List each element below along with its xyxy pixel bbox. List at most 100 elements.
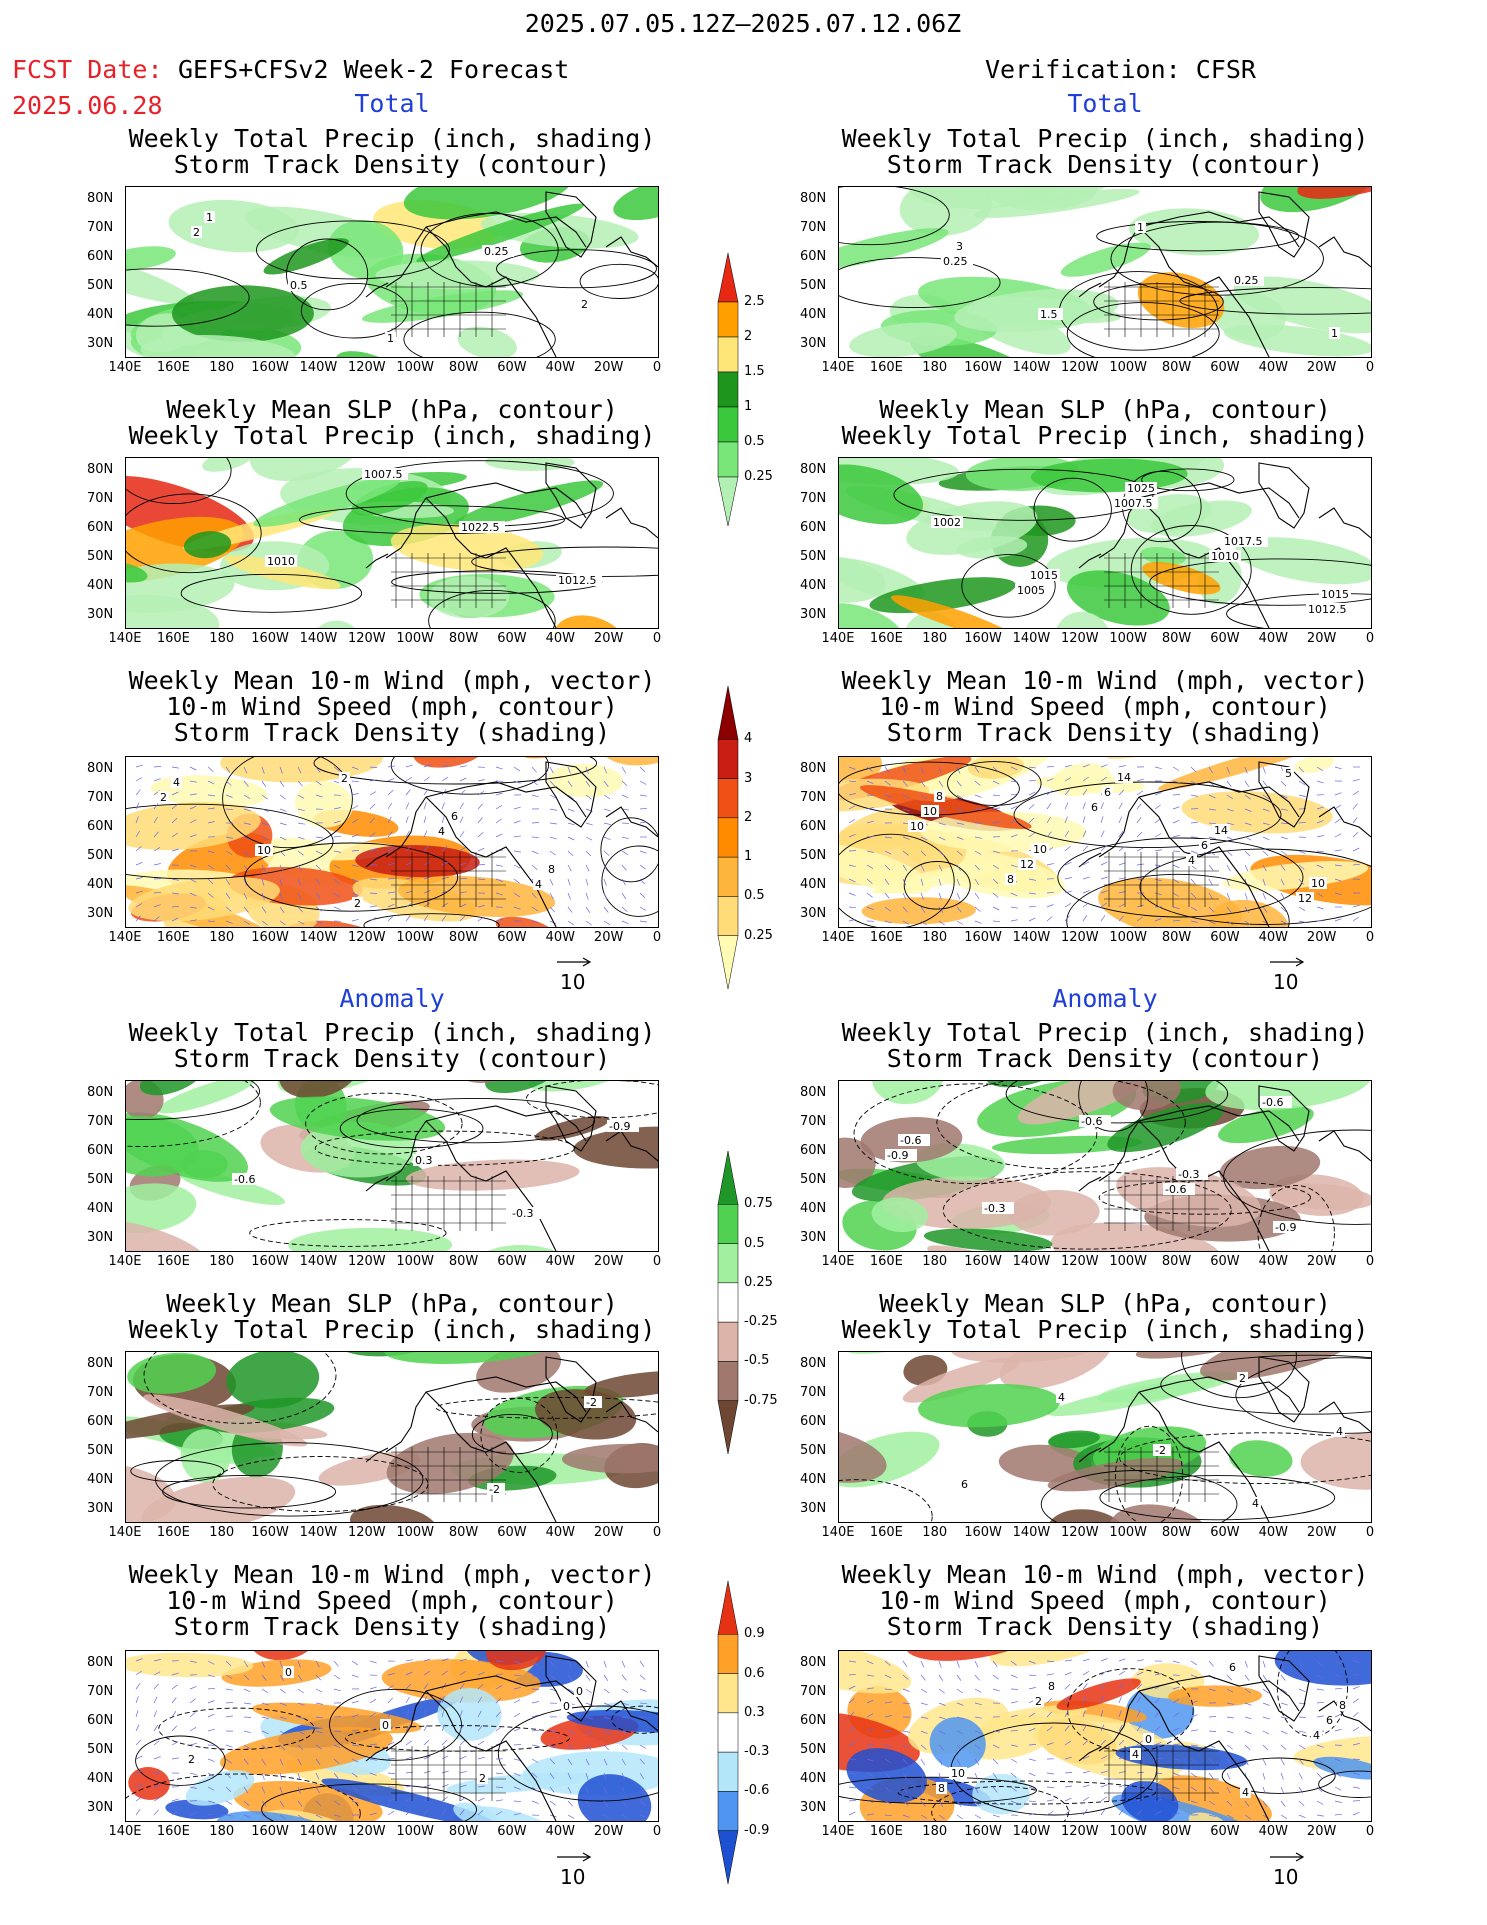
wind-vector [902, 1688, 910, 1692]
colorbar-swatch [717, 1361, 739, 1401]
lon-tick-label: 0 [652, 1254, 662, 1269]
shading-region [1107, 1102, 1224, 1153]
wind-vector [974, 808, 983, 810]
lon-tick-label: 160W [251, 930, 289, 945]
lon-tick-label: 180 [209, 930, 235, 945]
wind-vector [423, 776, 430, 782]
wind-vector [567, 906, 573, 913]
contour-label: 4 [438, 825, 445, 838]
wind-vector [261, 1702, 269, 1706]
wind-vector [351, 1674, 359, 1678]
wind-vector [1118, 1710, 1122, 1718]
wind-vector [531, 1800, 539, 1804]
contour-label-bg [1209, 550, 1241, 562]
wind-vector [1118, 831, 1124, 838]
wind-vector [1154, 1772, 1163, 1774]
contour-label: 6 [1326, 1714, 1333, 1727]
wind-vector [1154, 1741, 1162, 1746]
wind-vector [405, 1671, 413, 1676]
wind-vector [1316, 864, 1324, 869]
contour-label-bg [1329, 327, 1340, 339]
wind-vector [902, 1814, 910, 1818]
wind-vector [974, 1688, 982, 1693]
wind-vector [1028, 905, 1036, 908]
wind-vector [531, 920, 539, 924]
wind-vector [585, 822, 593, 826]
wind-vector [902, 906, 908, 913]
colorbar-label: 0.3 [744, 1704, 765, 1720]
contour-label: 0 [576, 1685, 583, 1698]
wind-vector [1136, 790, 1143, 796]
wind-vector [441, 1710, 445, 1718]
contour-label-bg [1038, 308, 1063, 320]
wind-vector [848, 766, 856, 770]
wind-vector [495, 792, 503, 796]
panel-title: Weekly Mean 10-m Wind (mph, vector) 10-m… [841, 1560, 1369, 1641]
colorbar-swatch [717, 1791, 739, 1831]
wind-vector [1100, 1770, 1108, 1774]
wind-vector [1082, 1797, 1090, 1802]
shading-region [362, 290, 524, 323]
contour-label: 0.25 [484, 245, 509, 258]
wind-vector [603, 892, 608, 900]
wind-vector [1010, 906, 1018, 909]
coastline [1318, 806, 1371, 838]
wind-vector [992, 807, 1000, 810]
wind-vector [920, 1744, 927, 1750]
lat-tick-label: 80N [800, 1085, 827, 1100]
contour-line [601, 845, 658, 917]
wind-vector [1154, 792, 1162, 796]
lat-tick-label: 60N [800, 1414, 827, 1429]
contour-label-bg [352, 897, 363, 909]
wind-vector [423, 902, 430, 908]
wind-vector [549, 1800, 556, 1806]
shading-region [985, 1705, 1087, 1726]
wind-vector [243, 1660, 248, 1668]
wind-vector [333, 1786, 339, 1793]
wind-vector [549, 1772, 555, 1779]
wind-vector [1010, 864, 1018, 868]
shading-region [457, 326, 517, 357]
wind-vector [866, 1687, 874, 1690]
shading-region [126, 242, 194, 305]
wind-vector [279, 1674, 285, 1681]
wind-vector [333, 1688, 341, 1692]
shading-region [485, 1081, 560, 1094]
contour-label-bg [477, 1772, 488, 1784]
contour-line [471, 546, 658, 577]
wind-vector [1226, 1716, 1234, 1719]
wind-vector [567, 1758, 573, 1765]
wind-vector [974, 892, 980, 899]
contour-label: -2 [1155, 1444, 1166, 1457]
wind-vector [1010, 793, 1018, 796]
wind-vector [495, 1811, 503, 1816]
wind-vector [1064, 789, 1070, 796]
lon-tick-label: 80W [1161, 1254, 1192, 1269]
wind-vector [884, 850, 892, 855]
contour-label: 1015 [1321, 588, 1349, 601]
wind-vector [171, 791, 179, 796]
wind-vector [938, 920, 945, 926]
wind-vector [1334, 833, 1342, 838]
contour-label-bg [1028, 569, 1060, 581]
wind-vector [423, 1724, 428, 1732]
wind-vector [1262, 822, 1270, 826]
shading-region [1270, 1183, 1371, 1210]
wind-vector [477, 1785, 485, 1788]
wind-vector [1334, 1660, 1342, 1665]
wind-vector [1208, 808, 1216, 811]
wind-vector [866, 864, 874, 869]
contour-label: 1012.5 [558, 574, 597, 587]
wind-vector [884, 794, 892, 798]
wind-vector [1028, 1786, 1036, 1790]
wind-vector [1136, 778, 1144, 782]
wind-vector [1010, 780, 1018, 783]
lon-tick-label: 60W [497, 930, 527, 945]
contour-label-bg [232, 1173, 264, 1185]
wind-vector [387, 790, 394, 796]
contour-label: 4 [535, 878, 542, 891]
wind-vector [938, 878, 942, 886]
lat-tick-label: 80N [800, 761, 827, 776]
